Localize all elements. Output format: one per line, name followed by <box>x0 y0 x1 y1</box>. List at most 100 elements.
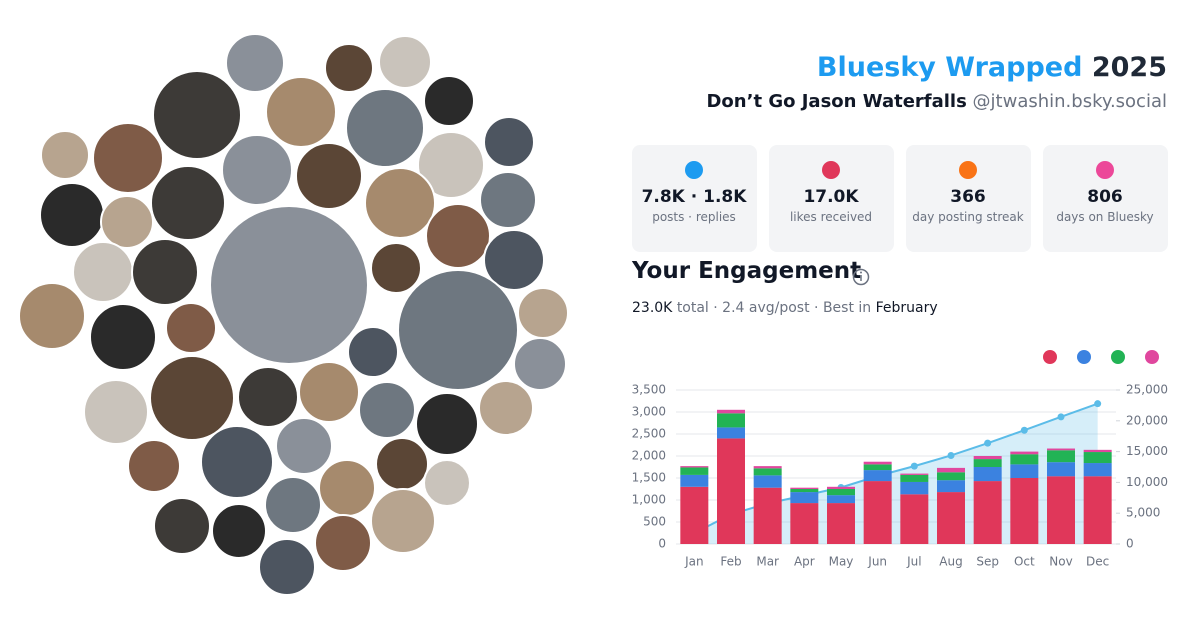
engagement-summary: 23.0K total · 2.4 avg/post · Best in Feb… <box>632 300 938 316</box>
title-year: 2025 <box>1092 52 1167 83</box>
avatar <box>298 361 360 423</box>
avatar <box>152 70 242 160</box>
x-tick-label: Mar <box>756 555 779 569</box>
stat-icon <box>959 161 977 179</box>
bar-segment <box>1047 462 1075 477</box>
bar-segment <box>863 481 892 544</box>
avatar <box>221 134 293 206</box>
y-tick-label: 0 <box>658 537 666 551</box>
stat-label: day posting streak <box>912 210 1024 224</box>
line-point <box>984 439 992 447</box>
y-tick-label: 2,000 <box>632 449 666 463</box>
stat-cards: 7.8K · 1.8K posts · replies 17.0K likes rec… <box>632 145 1168 252</box>
x-tick-label: Apr <box>794 555 815 569</box>
avatar <box>209 205 369 365</box>
info-icon <box>852 268 870 286</box>
avatar <box>423 459 471 507</box>
bar-segment <box>790 489 819 493</box>
bar-segment <box>863 461 892 465</box>
avatar <box>200 425 274 499</box>
avatar <box>258 538 316 596</box>
bar-segment <box>1047 476 1075 544</box>
bar-segment <box>937 467 965 473</box>
line-point <box>910 462 918 470</box>
x-tick-label: Feb <box>720 555 741 569</box>
bar-segment <box>937 492 965 544</box>
avatar <box>127 439 181 493</box>
avatar <box>18 282 86 350</box>
avatar <box>483 116 535 168</box>
avatar <box>131 238 199 306</box>
bar-segment <box>900 481 929 495</box>
bar-segment <box>790 492 819 504</box>
avatar <box>265 76 337 148</box>
avatar <box>225 33 285 93</box>
stat-label: likes received <box>790 210 872 224</box>
avatar <box>89 303 157 371</box>
display-name: Don’t Go Jason Waterfalls <box>706 91 966 112</box>
avatar <box>275 417 333 475</box>
legend-icon <box>1111 350 1125 364</box>
line-point <box>1020 426 1028 434</box>
y2-tick-label: 15,000 <box>1126 444 1168 458</box>
y-tick-label: 1,500 <box>632 471 666 485</box>
avatar <box>478 380 534 436</box>
bar-segment <box>717 427 745 439</box>
bar-segment <box>827 503 855 544</box>
avatar <box>425 203 491 269</box>
avatar <box>370 488 436 554</box>
stat-card <box>906 145 1031 252</box>
avatar <box>378 35 432 89</box>
y-tick-label: 500 <box>643 515 666 529</box>
avatar <box>358 381 416 439</box>
avatar <box>150 165 226 241</box>
y-tick-label: 3,000 <box>632 405 666 419</box>
y2-tick-label: 10,000 <box>1126 475 1168 489</box>
engagement-heading: Your Engagement <box>631 258 861 284</box>
bar-segment <box>1010 478 1039 544</box>
bar-segment <box>680 466 709 468</box>
stat-icon <box>685 161 703 179</box>
avatar <box>513 337 567 391</box>
x-tick-label: Jun <box>867 555 887 569</box>
stat-icon <box>1096 161 1114 179</box>
bar-segment <box>1083 476 1112 544</box>
stat-value: 17.0K <box>803 187 859 207</box>
avatar <box>39 182 105 248</box>
avatar <box>345 88 425 168</box>
x-tick-label: Aug <box>939 555 962 569</box>
avatar <box>318 459 376 517</box>
stat-value: 806 <box>1087 187 1123 207</box>
bar-segment <box>1083 449 1112 453</box>
stat-card <box>769 145 894 252</box>
bar-segment <box>973 459 1002 467</box>
avatar <box>40 130 90 180</box>
user-line: Don’t Go Jason Waterfalls @jtwashin.bsky… <box>706 91 1167 112</box>
avatar <box>483 229 545 291</box>
bar-segment <box>717 413 745 428</box>
legend-icon <box>1043 350 1057 364</box>
bar-segment <box>827 495 855 504</box>
best-month: February <box>876 300 938 316</box>
avatar <box>92 122 164 194</box>
avatar <box>423 75 475 127</box>
bar-segment <box>900 473 929 475</box>
avatar <box>347 326 399 378</box>
avatar <box>153 497 211 555</box>
bar-segment <box>937 472 965 481</box>
avatar <box>211 503 267 559</box>
avatar <box>375 437 429 491</box>
y-tick-label: 2,500 <box>632 427 666 441</box>
bar-segment <box>717 409 745 414</box>
avatar-collage <box>18 33 569 596</box>
line-point <box>947 451 955 459</box>
summary: total · 2.4 avg/post · Best in <box>677 300 871 316</box>
avatar <box>517 287 569 339</box>
avatar <box>72 241 134 303</box>
x-tick-label: Nov <box>1049 555 1072 569</box>
avatar <box>165 302 217 354</box>
x-tick-label: May <box>829 555 854 569</box>
total: 23.0K <box>632 300 673 316</box>
stat-value: 7.8K · 1.8K <box>642 187 748 207</box>
x-tick-label: Sep <box>976 555 999 569</box>
